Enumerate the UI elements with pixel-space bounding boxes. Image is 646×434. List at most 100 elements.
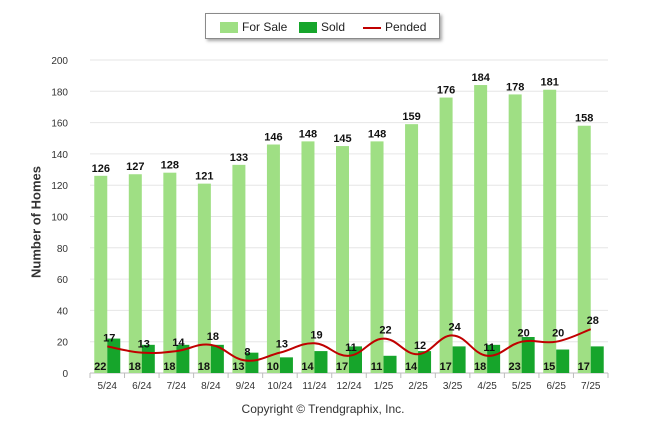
bar-for-sale [439, 97, 453, 373]
x-tick-label: 2/25 [408, 381, 428, 392]
legend-swatch-pended [363, 26, 381, 29]
bar-for-sale [94, 175, 108, 373]
data-label-for-sale: 146 [264, 132, 282, 144]
data-label-pended: 12 [414, 340, 426, 352]
data-label-for-sale: 148 [299, 128, 317, 140]
chart-legend: For Sale Sold Pended [205, 13, 440, 39]
data-label-for-sale: 126 [92, 163, 110, 175]
data-label-pended: 18 [207, 331, 219, 343]
data-label-sold: 18 [163, 361, 175, 373]
x-tick-label: 3/25 [443, 381, 463, 392]
data-label-pended: 22 [379, 325, 391, 337]
data-label-for-sale: 148 [368, 128, 386, 140]
data-label-pended: 8 [244, 346, 250, 358]
bar-for-sale [163, 172, 177, 373]
x-tick-label: 5/24 [98, 381, 118, 392]
data-label-for-sale: 127 [126, 161, 144, 173]
legend-label-pended: Pended [385, 20, 427, 34]
data-label-pended: 19 [310, 329, 322, 341]
data-label-sold: 18 [129, 361, 141, 373]
data-label-pended: 13 [276, 339, 288, 351]
bar-for-sale [474, 85, 488, 373]
legend-swatch-sold [299, 22, 317, 34]
bar-sold [487, 344, 501, 373]
x-tick-label: 1/25 [374, 381, 394, 392]
x-tick-label: 4/25 [477, 381, 497, 392]
data-label-for-sale: 181 [541, 77, 559, 89]
data-label-pended: 11 [345, 342, 357, 354]
y-tick-label: 200 [51, 56, 68, 67]
legend-item-for-sale: For Sale [220, 20, 287, 34]
data-label-pended: 17 [103, 332, 115, 344]
data-label-for-sale: 184 [471, 72, 490, 84]
y-tick-label: 80 [57, 244, 69, 255]
data-label-for-sale: 145 [333, 133, 351, 145]
x-tick-label: 6/24 [132, 381, 152, 392]
data-label-pended: 24 [448, 321, 461, 333]
y-tick-label: 160 [51, 119, 68, 130]
data-label-pended: 13 [138, 339, 150, 351]
x-tick-label: 7/25 [581, 381, 601, 392]
data-label-sold: 14 [405, 361, 418, 373]
x-tick-label: 9/24 [236, 381, 256, 392]
data-label-sold: 17 [439, 361, 451, 373]
bar-for-sale [266, 144, 280, 373]
bar-sold [452, 346, 466, 373]
data-label-sold: 15 [543, 361, 555, 373]
x-tick-label: 11/24 [302, 381, 327, 392]
bar-for-sale [543, 89, 557, 374]
data-label-for-sale: 159 [402, 111, 420, 123]
bar-for-sale [128, 174, 142, 373]
x-tick-label: 8/24 [201, 381, 221, 392]
y-tick-label: 40 [57, 306, 69, 317]
data-label-for-sale: 128 [161, 160, 179, 172]
bar-sold [590, 346, 604, 373]
line-pended [107, 328, 592, 362]
data-label-sold: 13 [232, 361, 244, 373]
x-tick-label: 5/25 [512, 381, 532, 392]
bar-sold [245, 352, 259, 373]
data-label-for-sale: 178 [506, 81, 524, 93]
bar-for-sale [508, 94, 522, 374]
data-label-sold: 23 [509, 361, 521, 373]
bar-sold [383, 355, 397, 373]
bar-for-sale [405, 124, 419, 373]
bar-for-sale [197, 183, 211, 373]
legend-label-sold: Sold [321, 20, 346, 34]
data-label-sold: 14 [301, 361, 314, 373]
legend-item-sold: Sold [299, 20, 345, 34]
data-label-for-sale: 158 [575, 113, 593, 125]
data-label-pended: 28 [587, 315, 599, 327]
copyright-text: Copyright © Trendgraphix, Inc. [241, 402, 405, 416]
data-label-pended: 11 [483, 342, 495, 354]
y-tick-label: 120 [51, 181, 68, 192]
y-tick-label: 180 [51, 87, 68, 98]
legend-label-for-sale: For Sale [242, 20, 288, 34]
bar-sold [314, 351, 328, 373]
x-tick-label: 12/24 [336, 381, 361, 392]
data-label-sold: 17 [336, 361, 348, 373]
bar-for-sale [370, 141, 384, 373]
y-axis-title: Number of Homes [28, 166, 44, 278]
y-tick-label: 60 [57, 275, 69, 286]
legend-swatch-for-sale [220, 22, 238, 34]
bar-sold [521, 337, 535, 373]
data-label-sold: 10 [267, 361, 279, 373]
bar-for-sale [232, 164, 246, 373]
bar-sold [176, 344, 190, 373]
bar-for-sale [336, 146, 349, 373]
data-label-pended: 20 [518, 328, 530, 340]
y-tick-label: 20 [57, 338, 69, 349]
y-tick-label: 140 [51, 150, 68, 161]
x-tick-label: 7/24 [167, 381, 187, 392]
data-label-sold: 22 [94, 361, 106, 373]
y-tick-label: 100 [51, 213, 68, 224]
y-tick-label: 0 [62, 369, 68, 380]
data-label-sold: 17 [578, 361, 590, 373]
bar-sold [279, 357, 293, 373]
data-label-sold: 18 [198, 361, 210, 373]
data-label-for-sale: 121 [195, 171, 213, 183]
bar-sold [556, 349, 570, 373]
data-label-for-sale: 133 [230, 152, 248, 164]
